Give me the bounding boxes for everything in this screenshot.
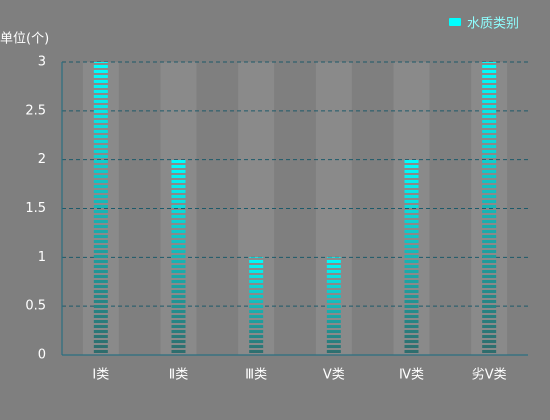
y-tick-label: 2.5 <box>25 103 46 118</box>
x-tick-label: Ⅴ类 <box>323 368 345 383</box>
y-tick-label: 3 <box>38 55 46 70</box>
x-tick-label: Ⅲ类 <box>245 368 267 383</box>
y-tick-label: 2 <box>38 152 46 167</box>
x-tick-label: Ⅱ类 <box>169 368 188 383</box>
y-tick-label: 1.5 <box>25 201 46 216</box>
legend-label: 水质类别 <box>467 17 519 32</box>
y-axis-label: 单位(个) <box>0 32 49 47</box>
x-tick-label: Ⅳ类 <box>399 368 424 383</box>
x-tick-label: Ⅰ类 <box>92 368 109 383</box>
bar <box>93 62 108 355</box>
bar <box>482 62 497 355</box>
bar <box>326 257 341 355</box>
bar <box>249 257 264 355</box>
y-tick-label: 1 <box>38 250 46 265</box>
bar <box>404 159 419 355</box>
y-tick-label: 0.5 <box>25 299 46 314</box>
y-tick-label: 0 <box>38 348 46 363</box>
bar <box>171 159 186 355</box>
legend-swatch <box>449 18 461 26</box>
x-tick-label: 劣Ⅴ类 <box>472 368 507 383</box>
